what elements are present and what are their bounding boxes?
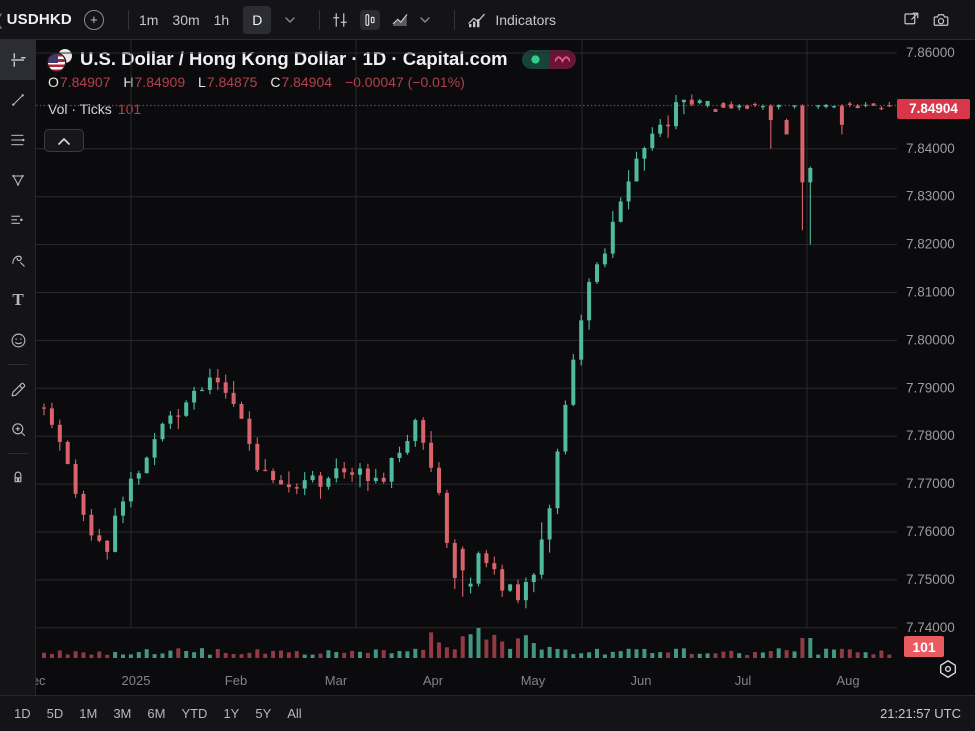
svg-text:7.79000: 7.79000 bbox=[906, 380, 955, 395]
svg-text:Jun: Jun bbox=[631, 673, 652, 688]
svg-text:7.78000: 7.78000 bbox=[906, 428, 955, 443]
svg-text:May: May bbox=[521, 673, 546, 688]
svg-text:Jul: Jul bbox=[735, 673, 752, 688]
svg-text:2025: 2025 bbox=[122, 673, 151, 688]
svg-text:7.77000: 7.77000 bbox=[906, 476, 955, 491]
svg-text:7.82000: 7.82000 bbox=[906, 237, 955, 252]
svg-text:7.86000: 7.86000 bbox=[906, 45, 955, 60]
svg-text:7.75000: 7.75000 bbox=[906, 572, 955, 587]
svg-text:7.76000: 7.76000 bbox=[906, 524, 955, 539]
svg-text:Mar: Mar bbox=[325, 673, 348, 688]
svg-text:7.74000: 7.74000 bbox=[906, 620, 955, 635]
svg-text:Apr: Apr bbox=[423, 673, 444, 688]
svg-text:7.80000: 7.80000 bbox=[906, 332, 955, 347]
svg-text:7.81000: 7.81000 bbox=[906, 285, 955, 300]
svg-text:7.83000: 7.83000 bbox=[906, 189, 955, 204]
svg-text:Dec: Dec bbox=[36, 673, 46, 688]
svg-text:Aug: Aug bbox=[836, 673, 859, 688]
svg-text:7.84000: 7.84000 bbox=[906, 141, 955, 156]
svg-text:Feb: Feb bbox=[225, 673, 247, 688]
